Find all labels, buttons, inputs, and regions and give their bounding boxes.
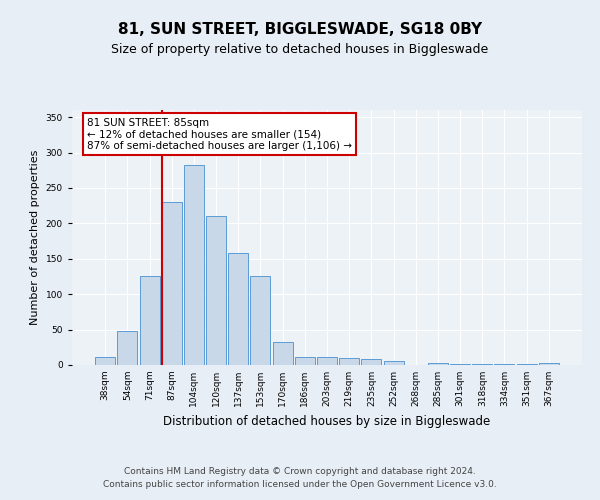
Bar (517, 364, 536, 365)
Text: Size of property relative to detached houses in Biggleswade: Size of property relative to detached ho… (112, 42, 488, 56)
Bar (295, 357, 315, 365)
Bar (162, 202, 182, 365)
Bar (250, 276, 271, 365)
Text: Contains public sector information licensed under the Open Government Licence v3: Contains public sector information licen… (103, 480, 497, 489)
Y-axis label: Number of detached properties: Number of detached properties (30, 150, 40, 325)
Bar (383, 361, 404, 365)
Bar (494, 364, 514, 365)
Bar (206, 216, 226, 365)
Bar (450, 364, 470, 365)
Text: 81, SUN STREET, BIGGLESWADE, SG18 0BY: 81, SUN STREET, BIGGLESWADE, SG18 0BY (118, 22, 482, 38)
Bar (95, 357, 115, 365)
Bar (339, 358, 359, 365)
Text: Contains HM Land Registry data © Crown copyright and database right 2024.: Contains HM Land Registry data © Crown c… (124, 467, 476, 476)
Text: 81 SUN STREET: 85sqm
← 12% of detached houses are smaller (154)
87% of semi-deta: 81 SUN STREET: 85sqm ← 12% of detached h… (88, 118, 352, 151)
Bar (539, 363, 559, 365)
Bar (472, 364, 492, 365)
Bar (317, 357, 337, 365)
X-axis label: Distribution of detached houses by size in Biggleswade: Distribution of detached houses by size … (163, 414, 491, 428)
Bar (228, 253, 248, 365)
Bar (140, 276, 160, 365)
Bar (428, 363, 448, 365)
Bar (184, 164, 204, 365)
Bar (118, 331, 137, 365)
Bar (272, 342, 293, 365)
Bar (361, 360, 382, 365)
